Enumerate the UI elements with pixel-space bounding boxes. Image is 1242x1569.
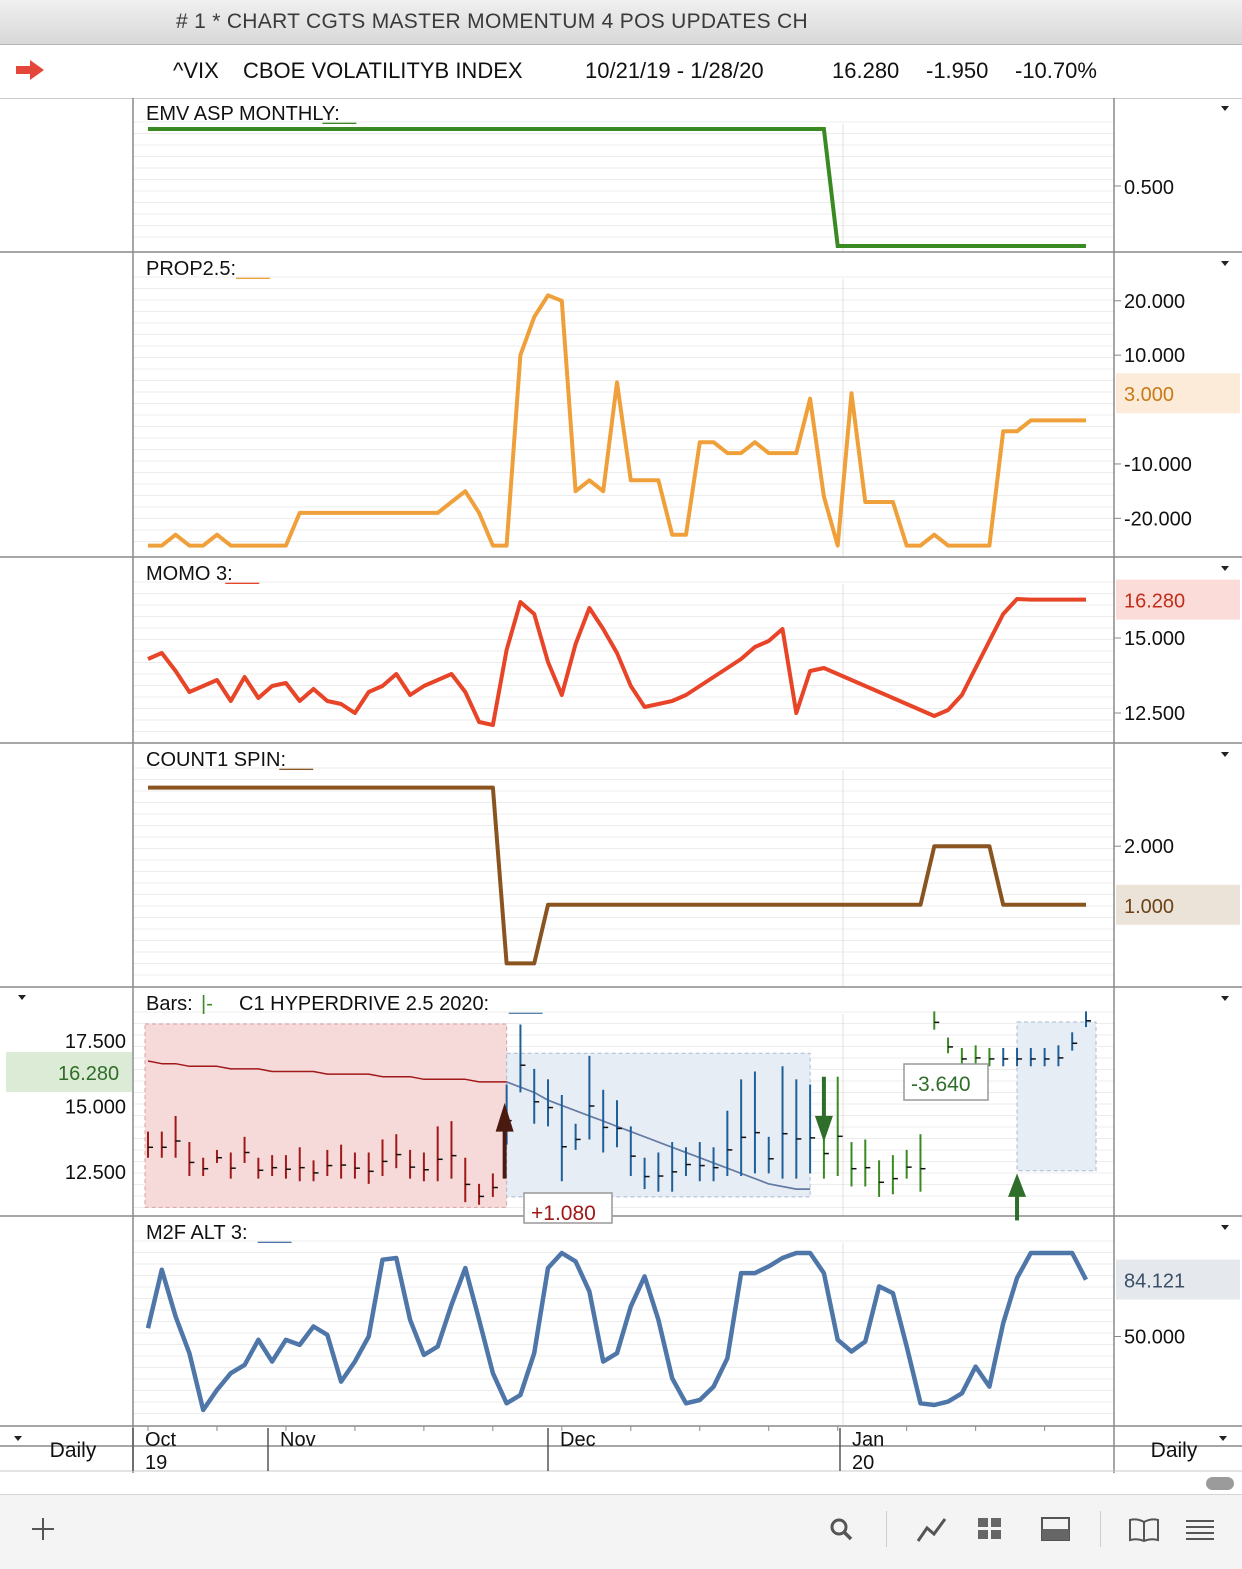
left-period-menu-icon[interactable] xyxy=(14,1436,22,1441)
panel-menu-icon[interactable] xyxy=(1221,752,1229,757)
bars-tick-label: 12.500 xyxy=(65,1162,126,1184)
m2f-last-label: 84.121 xyxy=(1124,1271,1185,1293)
emv-title: EMV ASP MONTHLY: xyxy=(146,103,340,125)
buy-arrow-icon xyxy=(495,1102,514,1132)
emv-series-line xyxy=(148,127,1086,248)
panel-menu-icon[interactable] xyxy=(1221,261,1229,266)
panel-menu-icon[interactable] xyxy=(1221,996,1229,1001)
m2f-title: M2F ALT 3: xyxy=(146,1222,248,1244)
month-label: Dec xyxy=(560,1429,596,1451)
momo-tick-label: 15.000 xyxy=(1124,628,1185,650)
quote-change: -1.950 xyxy=(926,58,989,83)
bars-title: Bars: xyxy=(146,993,193,1015)
right-period-menu-icon[interactable] xyxy=(1219,1436,1227,1441)
count-legend-swatch: ___ xyxy=(279,749,314,771)
window-title: # 1 * CHART CGTS MASTER MOMENTUM 4 POS U… xyxy=(176,10,808,33)
bottom-toolbar xyxy=(0,1494,1242,1569)
count-last-badge xyxy=(1116,884,1240,925)
sell-arrow-icon xyxy=(814,1115,833,1143)
count-title: COUNT1 SPIN: xyxy=(146,749,286,771)
quote-symbol[interactable]: ^VIX xyxy=(173,58,219,83)
momo-last-badge xyxy=(1116,579,1240,620)
prop-title: PROP2.5: xyxy=(146,258,236,280)
gain-annotation-label: +1.080 xyxy=(531,1202,596,1225)
count-tick-label: 2.000 xyxy=(1124,836,1174,858)
prop-legend-swatch: ___ xyxy=(235,258,270,280)
quote-bar: ^VIX CBOE VOLATILITYB INDEX 10/21/19 - 1… xyxy=(0,45,1242,99)
panel-menu-icon[interactable] xyxy=(1221,106,1229,111)
bars-last-badge xyxy=(6,1052,132,1093)
quote-change-pct: -10.70% xyxy=(1015,58,1097,83)
bars-symbol: |- xyxy=(201,993,213,1015)
down-zone-shade xyxy=(144,1023,508,1208)
prop-tick-label: 20.000 xyxy=(1124,291,1185,313)
up-arrow-icon xyxy=(1008,1173,1027,1197)
prop-last-badge xyxy=(1116,373,1240,414)
panel-menu-icon[interactable] xyxy=(1221,566,1229,571)
prop-tick-label: -20.000 xyxy=(1124,508,1192,530)
count-last-label: 1.000 xyxy=(1124,896,1174,918)
emv-tick-label: 0.500 xyxy=(1124,177,1174,199)
zoom-icon[interactable] xyxy=(826,1513,856,1545)
m2f-legend-swatch: ___ xyxy=(257,1222,292,1244)
m2f-series-line xyxy=(145,1250,1088,1413)
momo-series-line xyxy=(147,597,1086,727)
month-label: Jan xyxy=(852,1429,884,1451)
emv-legend-swatch: ___ xyxy=(322,103,357,125)
m2f-tick-label: 50.000 xyxy=(1124,1327,1185,1349)
gain-annotation-box xyxy=(523,1192,613,1224)
year-label: 20 xyxy=(852,1452,874,1474)
title-bar: # 1 * CHART CGTS MASTER MOMENTUM 4 POS U… xyxy=(0,0,1242,45)
quote-last: 16.280 xyxy=(832,58,900,83)
hyperdrive-line-blue xyxy=(506,1081,811,1190)
grid-layout-icon[interactable] xyxy=(975,1513,1005,1545)
left-period-label[interactable]: Daily xyxy=(50,1439,97,1462)
prop-last-label: 3.000 xyxy=(1124,384,1174,406)
momo-last-label: 16.280 xyxy=(1124,591,1185,613)
bars-last-label: 16.280 xyxy=(58,1063,119,1085)
add-icon[interactable] xyxy=(28,1513,58,1545)
year-label: 19 xyxy=(145,1452,167,1474)
bars-panel-menu-icon[interactable] xyxy=(18,995,26,1000)
hyperdrive-legend-swatch: ___ xyxy=(508,993,543,1015)
prop-tick-label: 10.000 xyxy=(1124,345,1185,367)
momo-title: MOMO 3: xyxy=(146,563,233,585)
book-icon[interactable] xyxy=(1127,1513,1161,1545)
link-arrow-icon[interactable] xyxy=(14,59,46,81)
bars-tick-label: 15.000 xyxy=(65,1096,126,1118)
m2f-last-badge xyxy=(1116,1259,1240,1300)
month-label: Oct xyxy=(145,1429,177,1451)
panel-menu-icon[interactable] xyxy=(1221,1225,1229,1230)
bars-tick-label: 17.500 xyxy=(65,1031,126,1053)
menu-lines-icon[interactable] xyxy=(1183,1513,1217,1545)
recent-zone-shade xyxy=(1016,1021,1097,1172)
panel-layout-icon[interactable] xyxy=(1039,1513,1073,1545)
quote-name: CBOE VOLATILITYB INDEX xyxy=(243,58,523,83)
change-annotation-box xyxy=(903,1063,989,1101)
quote-date-range: 10/21/19 - 1/28/20 xyxy=(585,58,764,83)
month-label: Nov xyxy=(280,1429,316,1451)
right-period-label[interactable]: Daily xyxy=(1151,1439,1198,1462)
horizontal-scrollbar[interactable] xyxy=(1206,1477,1234,1490)
momo-tick-label: 12.500 xyxy=(1124,703,1185,725)
hyperdrive-title: C1 HYPERDRIVE 2.5 2020: xyxy=(239,993,489,1015)
line-chart-icon[interactable] xyxy=(915,1513,949,1545)
change-annotation-label: -3.640 xyxy=(911,1073,971,1096)
count-series-line xyxy=(148,785,1086,966)
prop-tick-label: -10.000 xyxy=(1124,454,1192,476)
momo-legend-swatch: ___ xyxy=(225,563,260,585)
prop-series-line xyxy=(148,293,1086,548)
